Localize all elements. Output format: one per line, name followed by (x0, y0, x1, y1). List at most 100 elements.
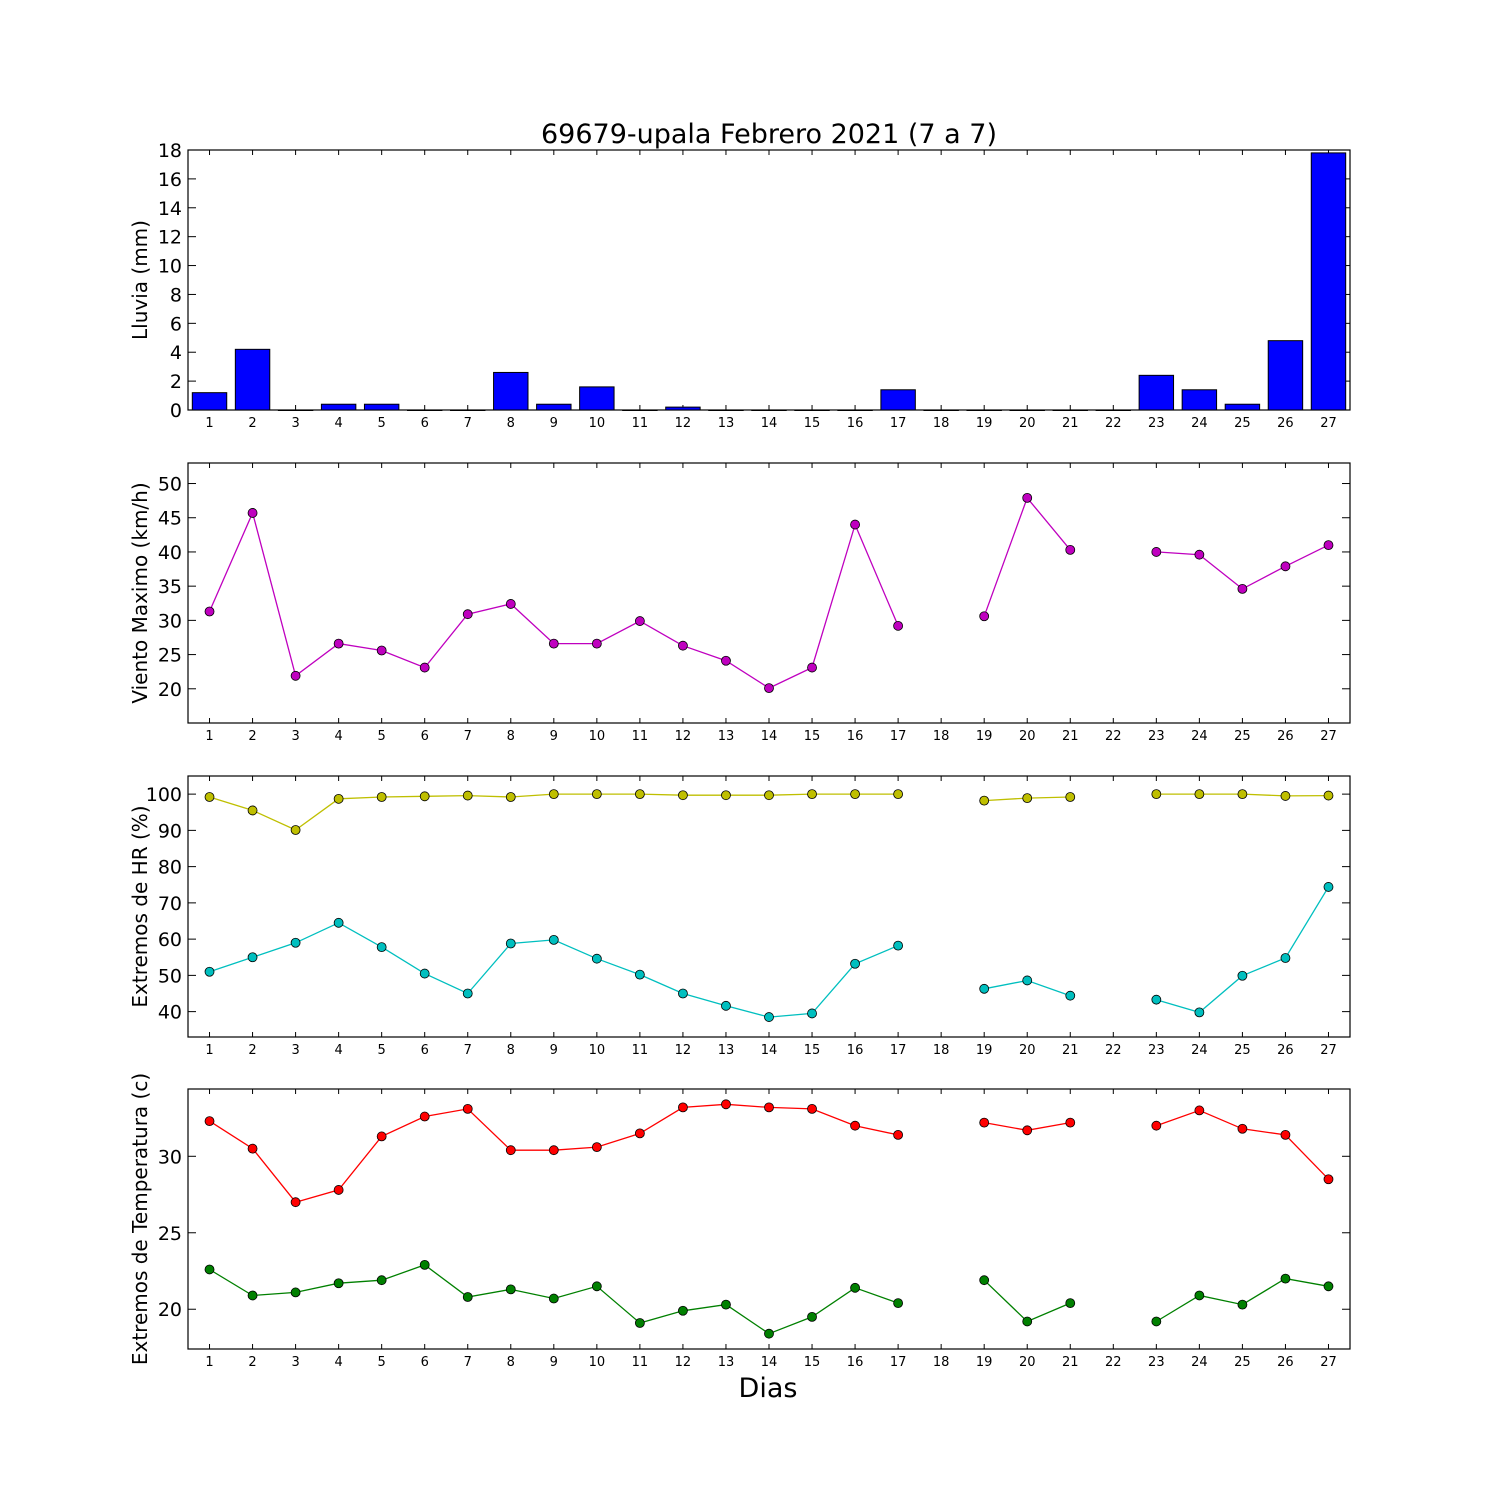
bar-lluvia (320, 403, 357, 411)
x-tick-label-lluvia: 24 (1191, 416, 1208, 431)
x-tick-label-hr: 2 (248, 1043, 256, 1058)
y-tick-label-temperatura: 25 (158, 1223, 182, 1245)
bar-lluvia (966, 409, 1002, 411)
data-point-hr (591, 953, 602, 964)
x-tick-label-lluvia: 14 (761, 416, 778, 431)
data-point-temperatura (1280, 1273, 1291, 1284)
data-point-hr (1065, 990, 1076, 1001)
bar-lluvia (1138, 374, 1175, 411)
x-tick-label-temperatura: 23 (1148, 1355, 1165, 1370)
data-point-temperatura (850, 1282, 860, 1293)
data-point-viento (591, 638, 602, 649)
y-tick-label-lluvia: 0 (170, 400, 182, 422)
data-point-hr (1194, 789, 1205, 800)
bar-lluvia (880, 389, 916, 411)
x-tick-label-lluvia: 11 (632, 416, 649, 431)
data-point-hr (376, 792, 387, 802)
data-point-temperatura (634, 1128, 645, 1139)
data-point-viento (850, 519, 860, 530)
x-tick-label-viento: 25 (1234, 729, 1251, 744)
data-point-viento (634, 616, 645, 626)
data-point-hr (419, 968, 430, 979)
data-point-viento (333, 638, 344, 649)
x-tick-label-lluvia: 25 (1234, 416, 1251, 431)
x-tick-label-viento: 21 (1062, 729, 1079, 744)
data-point-hr (1151, 789, 1162, 800)
data-point-hr (634, 789, 645, 800)
x-tick-label-lluvia: 27 (1320, 416, 1337, 431)
x-tick-label-lluvia: 3 (291, 416, 299, 431)
data-point-viento (893, 620, 904, 631)
data-point-viento (807, 662, 817, 673)
x-tick-label-hr: 27 (1320, 1043, 1337, 1058)
x-tick-label-lluvia: 26 (1277, 416, 1294, 431)
data-point-hr (807, 1008, 817, 1019)
data-point-temperatura (764, 1102, 774, 1113)
data-point-temperatura (247, 1143, 258, 1154)
x-tick-label-hr: 11 (632, 1043, 649, 1058)
data-point-temperatura (850, 1120, 860, 1131)
x-tick-label-temperatura: 24 (1191, 1355, 1208, 1370)
x-tick-label-lluvia: 8 (507, 416, 515, 431)
data-point-hr (247, 805, 258, 816)
x-tick-label-hr: 7 (464, 1043, 472, 1058)
x-tick-label-lluvia: 18 (933, 416, 950, 431)
bar-lluvia (751, 409, 787, 411)
data-point-temperatura (979, 1275, 990, 1286)
data-point-temperatura (634, 1318, 645, 1328)
data-point-temperatura (247, 1290, 258, 1301)
x-tick-label-hr: 3 (291, 1043, 299, 1058)
y-tick-label-hr: 80 (158, 857, 182, 879)
data-point-temperatura (1151, 1120, 1162, 1131)
data-point-temperatura (333, 1278, 344, 1289)
data-point-temperatura (290, 1197, 301, 1208)
x-tick-label-hr: 15 (804, 1043, 821, 1058)
data-point-hr (548, 934, 559, 945)
bar-lluvia (406, 409, 443, 411)
x-tick-label-viento: 14 (761, 729, 778, 744)
data-point-hr (1022, 975, 1033, 986)
data-point-viento (764, 683, 774, 694)
data-point-temperatura (204, 1264, 215, 1275)
x-tick-label-hr: 22 (1105, 1043, 1122, 1058)
data-point-hr (548, 789, 559, 800)
data-point-hr (721, 1000, 731, 1011)
bar-lluvia (191, 392, 228, 411)
x-tick-label-lluvia: 7 (464, 416, 472, 431)
data-point-hr (721, 790, 731, 801)
bar-lluvia (579, 386, 615, 411)
data-point-hr (634, 969, 645, 980)
x-tick-label-lluvia: 6 (421, 416, 429, 431)
x-tick-label-hr: 6 (421, 1043, 429, 1058)
data-point-temperatura (505, 1284, 516, 1295)
data-point-temperatura (1151, 1316, 1162, 1327)
y-axis-label-hr: Extremos de HR (%) (128, 805, 152, 1007)
data-point-viento (1194, 549, 1205, 560)
data-point-viento (1323, 540, 1334, 551)
data-point-hr (462, 988, 473, 999)
y-axis-label-lluvia: Lluvia (mm) (128, 220, 152, 340)
bar-lluvia (1181, 389, 1218, 411)
data-point-hr (979, 983, 990, 994)
data-point-hr (678, 790, 688, 801)
x-tick-label-hr: 9 (550, 1043, 558, 1058)
x-tick-label-hr: 16 (847, 1043, 864, 1058)
data-point-temperatura (764, 1328, 774, 1339)
bar-lluvia (277, 409, 314, 411)
data-point-hr (247, 952, 258, 963)
x-tick-label-viento: 12 (675, 729, 692, 744)
x-tick-label-hr: 18 (933, 1043, 950, 1058)
data-point-viento (1151, 547, 1162, 557)
data-point-hr (764, 790, 774, 801)
data-point-hr (1237, 789, 1248, 800)
data-point-hr (1151, 994, 1162, 1005)
data-point-hr (1280, 791, 1291, 801)
x-tick-label-viento: 10 (589, 729, 606, 744)
x-tick-label-viento: 26 (1277, 729, 1294, 744)
x-tick-label-viento: 27 (1320, 729, 1337, 744)
data-point-temperatura (204, 1116, 215, 1127)
data-point-viento (678, 640, 688, 651)
data-point-temperatura (290, 1287, 301, 1298)
y-tick-label-lluvia: 2 (170, 371, 182, 393)
